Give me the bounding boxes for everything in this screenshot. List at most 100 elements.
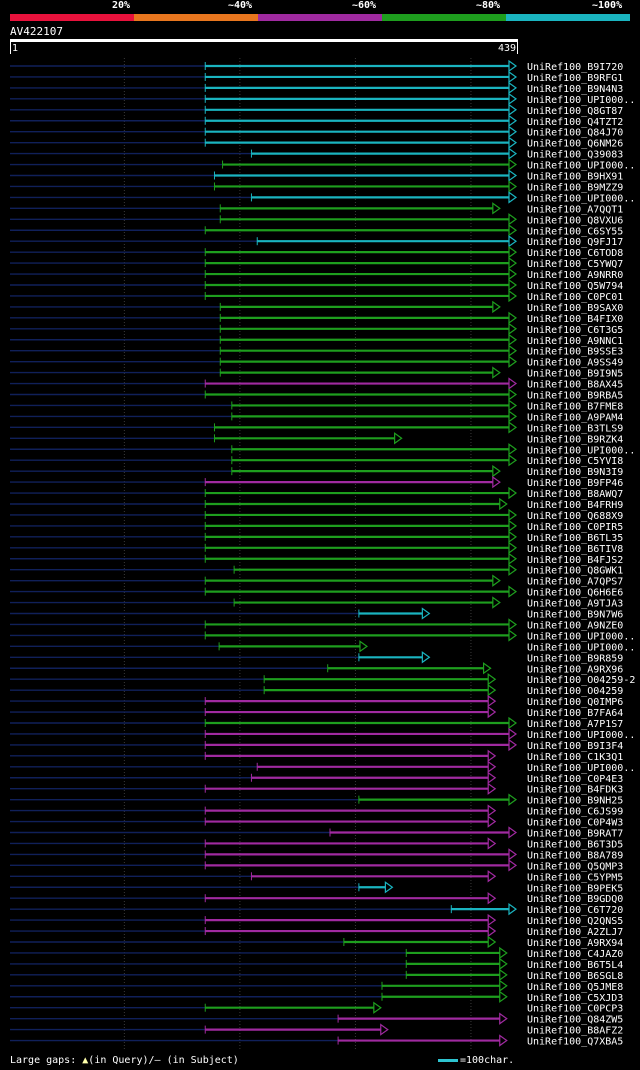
hit-label[interactable]: UniRef100_B9SAX0 [527, 303, 623, 314]
hit-label[interactable]: UniRef100_A9RX96 [527, 664, 623, 675]
hit-row[interactable]: UniRef100_A2ZLJ7 [10, 924, 623, 938]
hit-label[interactable]: UniRef100_A2ZLJ7 [527, 927, 623, 938]
hit-label[interactable]: UniRef100_B8AFZ2 [527, 1026, 623, 1037]
hit-label[interactable]: UniRef100_C6T3G5 [527, 325, 623, 336]
hit-label[interactable]: UniRef100_B9MZZ9 [527, 182, 623, 193]
hit-row[interactable]: UniRef100_UPI000.. [10, 760, 635, 774]
hit-label[interactable]: UniRef100_B9I720 [527, 62, 623, 73]
hit-label[interactable]: UniRef100_B9NH25 [527, 796, 623, 807]
hit-label[interactable]: UniRef100_B9N3I9 [527, 467, 623, 478]
hit-row[interactable]: UniRef100_UPI000.. [10, 629, 635, 642]
hit-label[interactable]: UniRef100_UPI000.. [527, 161, 635, 172]
hit-row[interactable]: UniRef100_UPI000.. [10, 640, 635, 653]
hit-row[interactable]: UniRef100_B6TL35 [10, 530, 623, 544]
hit-row[interactable]: UniRef100_B9NH25 [10, 793, 623, 807]
hit-label[interactable]: UniRef100_B3TLS9 [527, 423, 623, 434]
hit-label[interactable]: UniRef100_B9FP46 [527, 478, 623, 489]
hit-row[interactable]: UniRef100_Q84J70 [10, 125, 623, 139]
hit-row[interactable]: UniRef100_A9TJA3 [10, 596, 623, 610]
hit-row[interactable]: UniRef100_A7QQT1 [10, 202, 623, 215]
hit-row[interactable]: UniRef100_UPI000.. [10, 191, 635, 204]
hit-label[interactable]: UniRef100_Q5JME8 [527, 982, 623, 993]
hit-label[interactable]: UniRef100_B9PEK5 [527, 883, 623, 894]
hit-row[interactable]: UniRef100_B9N7W6 [10, 607, 623, 621]
hit-label[interactable]: UniRef100_Q84ZW5 [527, 1015, 623, 1026]
hit-row[interactable]: UniRef100_C5YWQ7 [10, 256, 623, 270]
hit-label[interactable]: UniRef100_Q688X9 [527, 511, 623, 522]
hit-row[interactable]: UniRef100_B9RAT7 [10, 826, 623, 840]
hit-row[interactable]: UniRef100_B8AWQ7 [10, 486, 623, 500]
hit-label[interactable]: UniRef100_C5YVI8 [527, 456, 623, 467]
hit-label[interactable]: UniRef100_B9N4N3 [527, 84, 623, 95]
hit-row[interactable]: UniRef100_B9GDQ0 [10, 892, 623, 905]
hit-label[interactable]: UniRef100_B7FA64 [527, 708, 623, 719]
hit-row[interactable]: UniRef100_Q8VXU6 [10, 213, 623, 226]
hit-row[interactable]: UniRef100_A9NZE0 [10, 618, 623, 631]
hit-label[interactable]: UniRef100_C1K3Q1 [527, 752, 623, 763]
hit-label[interactable]: UniRef100_C6SY55 [527, 226, 623, 237]
hit-row[interactable]: UniRef100_Q8GWK1 [10, 563, 623, 577]
hit-label[interactable]: UniRef100_Q8GT87 [527, 106, 623, 117]
hit-label[interactable]: UniRef100_B9RBA5 [527, 391, 623, 402]
hit-label[interactable]: UniRef100_B4FRH9 [527, 500, 623, 511]
hit-row[interactable]: UniRef100_C6SY55 [10, 224, 623, 237]
hit-label[interactable]: UniRef100_B9HX91 [527, 172, 623, 183]
hit-label[interactable]: UniRef100_Q7XBA5 [527, 1037, 623, 1048]
hit-row[interactable]: UniRef100_C6T720 [10, 902, 623, 916]
hit-row[interactable]: UniRef100_UPI000.. [10, 443, 635, 456]
hit-row[interactable]: UniRef100_C0P4W3 [10, 815, 623, 829]
hit-label[interactable]: UniRef100_C0PC01 [527, 292, 623, 303]
hit-row[interactable]: UniRef100_A7QPS7 [10, 574, 623, 588]
hit-row[interactable]: UniRef100_B9MZZ9 [10, 180, 623, 193]
hit-row[interactable]: UniRef100_B9N4N3 [10, 81, 623, 95]
hit-row[interactable]: UniRef100_UPI000.. [10, 727, 635, 741]
hit-label[interactable]: UniRef100_UPI000.. [527, 631, 635, 642]
hit-label[interactable]: UniRef100_UPI000.. [527, 642, 635, 653]
hit-label[interactable]: UniRef100_C0P4W3 [527, 818, 623, 829]
hit-row[interactable]: UniRef100_Q5QMP3 [10, 859, 623, 872]
hit-row[interactable]: UniRef100_B8A789 [10, 848, 623, 861]
hit-row[interactable]: UniRef100_B9PEK5 [10, 881, 623, 894]
hit-row[interactable]: UniRef100_Q39083 [10, 147, 623, 161]
hit-row[interactable]: UniRef100_C4JAZ0 [10, 946, 623, 960]
hit-row[interactable]: UniRef100_Q0IMP6 [10, 694, 623, 708]
hit-row[interactable]: UniRef100_Q4TZT2 [10, 114, 623, 128]
hit-label[interactable]: UniRef100_A9RX94 [527, 938, 623, 949]
hit-row[interactable]: UniRef100_UPI000.. [10, 158, 635, 172]
hit-row[interactable]: UniRef100_B8AFZ2 [10, 1023, 623, 1037]
hit-label[interactable]: UniRef100_B9N7W6 [527, 610, 623, 621]
hit-label[interactable]: UniRef100_B9I9N5 [527, 369, 623, 380]
hit-label[interactable]: UniRef100_B6TIV8 [527, 544, 623, 555]
hit-row[interactable]: UniRef100_C5XJD3 [10, 990, 623, 1004]
hit-row[interactable]: UniRef100_B9I9N5 [10, 366, 623, 380]
hit-row[interactable]: UniRef100_A9RX94 [10, 935, 623, 949]
hit-row[interactable]: UniRef100_Q84ZW5 [10, 1012, 623, 1026]
hit-label[interactable]: UniRef100_B9R859 [527, 653, 623, 664]
hit-label[interactable]: UniRef100_Q84J70 [527, 128, 623, 139]
hit-row[interactable]: UniRef100_C5YVI8 [10, 454, 623, 467]
hit-label[interactable]: UniRef100_B4FIX0 [527, 314, 623, 325]
hit-row[interactable]: UniRef100_UPI000.. [10, 92, 635, 106]
hit-label[interactable]: UniRef100_C6JS99 [527, 807, 623, 818]
hit-label[interactable]: UniRef100_Q5QMP3 [527, 861, 623, 872]
hit-label[interactable]: UniRef100_B4FJS2 [527, 555, 623, 566]
hit-label[interactable]: UniRef100_B6T3D5 [527, 839, 623, 850]
hit-row[interactable]: UniRef100_B4FIX0 [10, 311, 623, 325]
hit-label[interactable]: UniRef100_A9NNC1 [527, 336, 623, 347]
hit-row[interactable]: UniRef100_A9NRR0 [10, 267, 623, 281]
hit-row[interactable]: UniRef100_B4FJS2 [10, 552, 623, 566]
hit-label[interactable]: UniRef100_UPI000.. [527, 763, 635, 774]
hit-label[interactable]: UniRef100_Q39083 [527, 150, 623, 161]
hit-row[interactable]: UniRef100_B6TIV8 [10, 541, 623, 555]
hit-label[interactable]: UniRef100_C5YWQ7 [527, 259, 623, 270]
hit-label[interactable]: UniRef100_Q4TZT2 [527, 117, 623, 128]
hit-label[interactable]: UniRef100_B9RFG1 [527, 73, 623, 84]
hit-row[interactable]: UniRef100_C0PC01 [10, 289, 623, 303]
hit-row[interactable]: UniRef100_Q9FJ17 [10, 235, 623, 248]
hit-label[interactable]: UniRef100_B4FDK3 [527, 785, 623, 796]
hit-label[interactable]: UniRef100_B9GDQ0 [527, 894, 623, 905]
hit-label[interactable]: UniRef100_C6TOD8 [527, 248, 623, 259]
hit-row[interactable]: UniRef100_A9PAM4 [10, 410, 623, 423]
hit-label[interactable]: UniRef100_C0PIR5 [527, 522, 623, 533]
hit-row[interactable]: UniRef100_B7FME8 [10, 399, 623, 412]
